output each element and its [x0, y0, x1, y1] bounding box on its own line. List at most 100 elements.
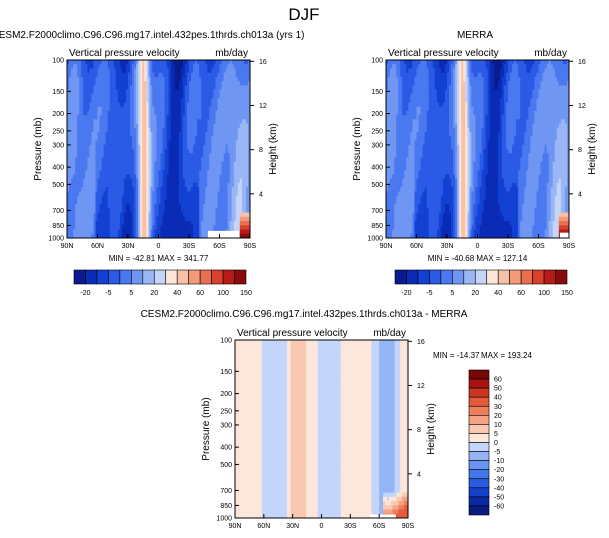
heatmap-cell: [132, 182, 135, 188]
heatmap-cell: [465, 89, 468, 95]
heatmap-cell: [105, 204, 109, 209]
heatmap-cell: [111, 153, 115, 158]
heatmap-cell: [203, 115, 206, 120]
heatmap-cell: [566, 64, 570, 69]
heatmap-cell: [170, 85, 174, 91]
heatmap-cell: [105, 115, 109, 120]
heatmap-cell: [469, 68, 472, 74]
heatmap-cell: [99, 157, 102, 163]
heatmap-cell: [191, 115, 194, 120]
heatmap-cell: [93, 178, 96, 184]
heatmap-cell: [125, 68, 129, 74]
heatmap-cell: [152, 68, 155, 74]
heatmap-cell: [186, 89, 190, 95]
heatmap-cell: [182, 64, 186, 69]
heatmap-cell: [538, 93, 541, 99]
heatmap-cell: [170, 132, 174, 137]
heatmap-cell: [211, 93, 214, 99]
heatmap-cell: [99, 132, 102, 137]
heatmap-cell: [422, 64, 425, 69]
heatmap-cell: [87, 144, 90, 150]
heatmap-cell: [162, 72, 165, 78]
heatmap-cell: [398, 64, 401, 69]
heatmap-cell: [209, 208, 212, 213]
heatmap-cell: [81, 195, 84, 201]
heatmap-cell: [493, 98, 497, 103]
heatmap-cell: [459, 106, 462, 112]
heatmap-cell: [136, 64, 139, 69]
heatmap-cell: [75, 157, 78, 163]
heatmap-cell: [148, 68, 151, 74]
heatmap-cell: [416, 89, 419, 95]
heatmap-cell: [197, 110, 200, 116]
heatmap-cell: [184, 191, 188, 196]
heatmap-cell: [193, 106, 196, 112]
heatmap-cell: [107, 85, 111, 91]
heatmap-cell: [105, 136, 109, 141]
heatmap-cell: [107, 102, 111, 107]
heatmap-cell: [223, 76, 226, 82]
heatmap-cell: [130, 178, 133, 184]
heatmap-cell: [178, 123, 182, 129]
heatmap-cell: [546, 98, 550, 103]
heatmap-cell: [505, 93, 509, 99]
heatmap-cell: [174, 182, 178, 188]
heatmap-cell: [247, 216, 251, 222]
heatmap-cell: [142, 72, 145, 78]
heatmap-cell: [247, 229, 251, 235]
figure-title: DJF: [288, 5, 319, 24]
heatmap-cell: [197, 191, 200, 196]
heatmap-cell: [132, 106, 135, 112]
heatmap-cell: [426, 64, 430, 69]
heatmap-cell: [227, 144, 231, 150]
heatmap-cell: [215, 102, 218, 107]
heatmap-cell: [199, 60, 202, 65]
heatmap-cell: [195, 60, 198, 65]
heatmap-cell: [201, 170, 204, 175]
heatmap-cell: [81, 225, 84, 230]
heatmap-cell: [146, 115, 149, 120]
heatmap-cell: [453, 68, 456, 74]
heatmap-cell: [428, 89, 432, 95]
heatmap-cell: [241, 93, 245, 99]
heatmap-cell: [518, 72, 521, 78]
heatmap-cell: [239, 157, 243, 163]
heatmap-cell: [199, 98, 202, 103]
heatmap-cell: [491, 81, 495, 86]
heatmap-cell: [146, 204, 149, 209]
heatmap-cell: [524, 72, 527, 78]
heatmap-cell: [180, 153, 184, 158]
heatmap-cell: [142, 212, 145, 218]
heatmap-cell: [203, 187, 206, 192]
heatmap-cell: [491, 106, 495, 112]
heatmap-cell: [180, 182, 184, 188]
heatmap-cell: [148, 221, 151, 226]
heatmap-cell: [107, 72, 111, 78]
heatmap-cell: [193, 216, 196, 222]
heatmap-cell: [154, 110, 157, 116]
heatmap-cell: [536, 98, 539, 103]
heatmap-cell: [501, 81, 505, 86]
heatmap-cell: [235, 98, 239, 103]
heatmap-cell: [209, 85, 212, 91]
heatmap-cell: [245, 115, 249, 120]
heatmap-cell: [99, 64, 102, 69]
heatmap-cell: [85, 102, 88, 107]
heatmap-cell: [217, 81, 220, 86]
heatmap-cell: [207, 178, 210, 184]
heatmap-cell: [174, 153, 178, 158]
heatmap-cell: [138, 81, 141, 86]
heatmap-cell: [186, 212, 190, 218]
heatmap-cell: [174, 132, 178, 137]
heatmap-cell: [221, 132, 224, 137]
heatmap-cell: [193, 233, 196, 239]
heatmap-cell: [150, 140, 153, 146]
heatmap-cell: [142, 157, 145, 163]
heatmap-cell: [229, 136, 233, 141]
heatmap-cell: [203, 170, 206, 175]
heatmap-cell: [128, 115, 131, 120]
heatmap-cell: [71, 161, 74, 167]
heatmap-cell: [410, 81, 413, 86]
heatmap-cell: [105, 149, 109, 154]
heatmap-cell: [132, 170, 135, 175]
